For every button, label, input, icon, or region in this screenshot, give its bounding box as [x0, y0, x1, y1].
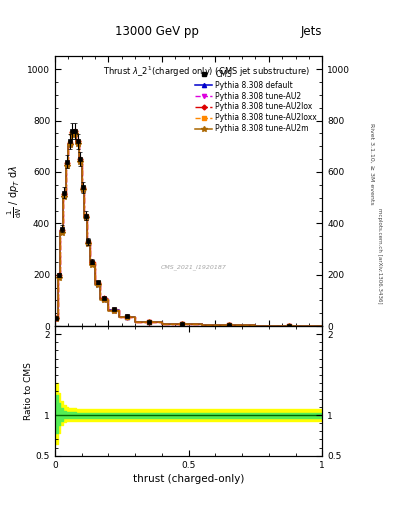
Legend: CMS, Pythia 8.308 default, Pythia 8.308 tune-AU2, Pythia 8.308 tune-AU2lox, Pyth: CMS, Pythia 8.308 default, Pythia 8.308 …: [194, 68, 318, 135]
Text: Jets: Jets: [301, 26, 322, 38]
Y-axis label: $\frac{1}{\mathrm{d}N}$ / $\mathrm{d}p_T$ $\mathrm{d}\lambda$: $\frac{1}{\mathrm{d}N}$ / $\mathrm{d}p_T…: [6, 165, 24, 218]
Text: Thrust $\lambda$_2$^1$(charged only) (CMS jet substructure): Thrust $\lambda$_2$^1$(charged only) (CM…: [103, 65, 310, 79]
Text: mcplots.cern.ch [arXiv:1306.3436]: mcplots.cern.ch [arXiv:1306.3436]: [377, 208, 382, 304]
Y-axis label: Ratio to CMS: Ratio to CMS: [24, 362, 33, 420]
Text: CMS_2021_I1920187: CMS_2021_I1920187: [161, 264, 227, 270]
Text: Rivet 3.1.10, ≥ 3M events: Rivet 3.1.10, ≥ 3M events: [369, 123, 374, 205]
Text: 13000 GeV pp: 13000 GeV pp: [115, 26, 199, 38]
X-axis label: thrust (charged-only): thrust (charged-only): [133, 474, 244, 484]
